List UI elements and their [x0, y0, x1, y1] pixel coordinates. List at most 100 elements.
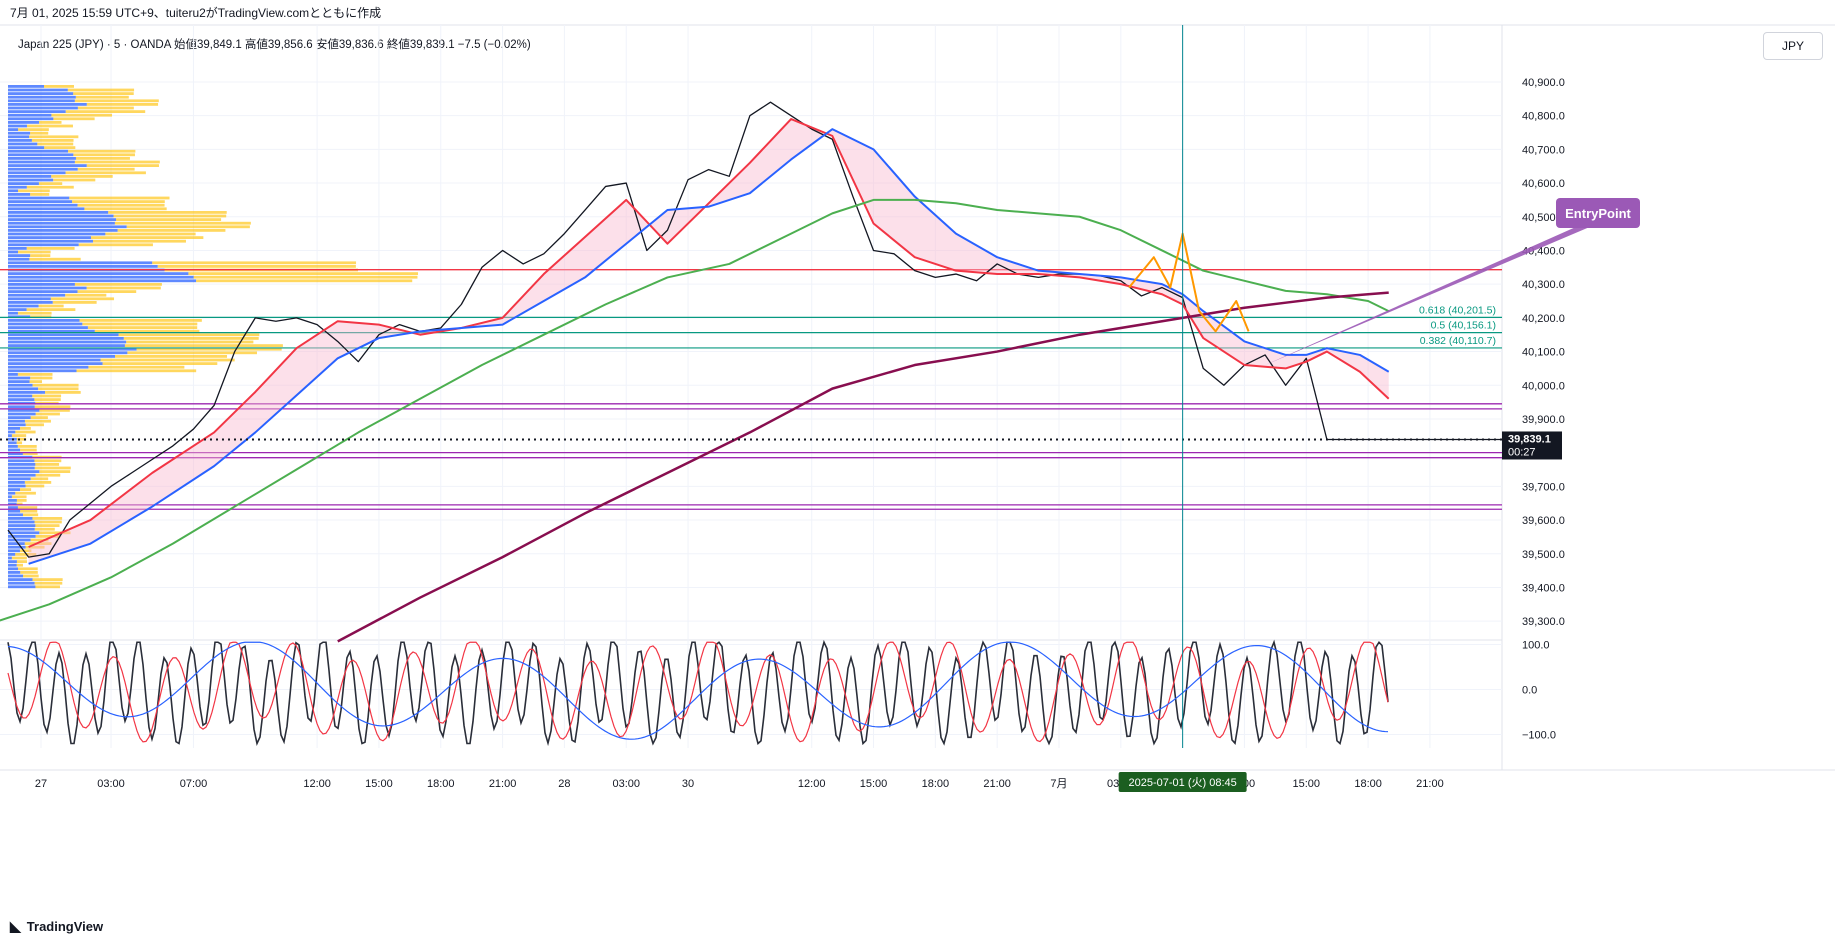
- volume-bar-sell: [30, 416, 48, 419]
- volume-bar-buy: [8, 279, 197, 283]
- time-tick-label: 30: [682, 778, 694, 790]
- volume-bar-buy: [8, 351, 128, 355]
- volume-bar-buy: [8, 535, 36, 538]
- volume-bar-sell: [152, 261, 357, 265]
- price-tick-label: 39,900.0: [1522, 414, 1565, 426]
- volume-bar-sell: [75, 157, 130, 160]
- volume-bar-buy: [8, 297, 51, 301]
- volume-bar-buy: [8, 513, 23, 517]
- volume-bar-sell: [78, 243, 153, 247]
- volume-bar-sell: [114, 221, 251, 225]
- volume-bar-buy: [8, 319, 80, 322]
- volume-bar-buy: [8, 293, 66, 297]
- symbol-info-line[interactable]: Japan 225 (JPY) · 5 · OANDA 始値39,849.1 高…: [18, 39, 531, 51]
- volume-bar-sell: [30, 131, 49, 135]
- volume-bar-buy: [8, 524, 36, 527]
- osc-fast-line: [7, 639, 1389, 747]
- volume-bar-sell: [50, 297, 115, 301]
- price-tick-label: 39,600.0: [1522, 515, 1565, 527]
- price-tick-label: 39,500.0: [1522, 549, 1565, 561]
- volume-bar-buy: [8, 304, 39, 308]
- oscillator-pane: 100.0 0.0 −100.0: [0, 639, 1556, 747]
- volume-bar-buy: [8, 128, 19, 131]
- volume-bar-buy: [8, 581, 35, 585]
- volume-bar-sell: [65, 171, 146, 175]
- fib-level-label: 0.5 (40,156.1): [1431, 320, 1496, 332]
- volume-bar-sell: [79, 319, 202, 322]
- volume-bar-buy: [8, 542, 25, 545]
- tradingview-brand[interactable]: ◣ TradingView: [10, 918, 103, 935]
- volume-bar-buy: [8, 95, 76, 99]
- last-price-badge: [1502, 431, 1562, 460]
- volume-bar-buy: [8, 463, 36, 466]
- volume-bar-buy: [8, 229, 118, 232]
- volume-bar-buy: [8, 110, 66, 113]
- volume-bar-buy: [8, 178, 54, 182]
- volume-bar-sell: [35, 463, 60, 466]
- volume-bar-buy: [8, 182, 39, 185]
- volume-bar-buy: [8, 329, 95, 333]
- volume-bar-sell: [87, 326, 198, 329]
- volume-bar-sell: [193, 275, 418, 279]
- volume-bar-sell: [113, 214, 227, 218]
- chart-caption: 7月 01, 2025 15:59 UTC+9、tuiteru2がTrading…: [10, 6, 382, 20]
- price-tick-label: 39,700.0: [1522, 481, 1565, 493]
- volume-bar-buy: [8, 131, 31, 135]
- volume-bar-sell: [16, 502, 23, 506]
- volume-bar-sell: [15, 430, 36, 434]
- volume-bar-sell: [31, 139, 74, 142]
- volume-bar-buy: [8, 247, 27, 250]
- volume-bar-buy: [8, 225, 127, 229]
- volume-bar-buy: [8, 445, 18, 448]
- volume-bar-sell: [51, 113, 113, 117]
- volume-bar-sell: [30, 477, 49, 481]
- volume-bar-buy: [8, 452, 23, 455]
- volume-bar-buy: [8, 509, 21, 513]
- volume-bar-sell: [26, 185, 74, 189]
- volume-bar-buy: [8, 85, 44, 88]
- horizontal-levels: 0.618 (40,201.5) 0.5 (40,156.1) 0.382 (40,…: [0, 269, 1502, 510]
- volume-bar-buy: [8, 265, 158, 268]
- volume-bar-sell: [77, 290, 137, 293]
- volume-bar-buy: [8, 146, 45, 149]
- volume-bar-sell: [51, 175, 113, 178]
- time-tick-label: 15:00: [860, 778, 888, 790]
- volume-bar-sell: [18, 128, 49, 131]
- volume-bar-buy: [8, 466, 35, 470]
- volume-bar-sell: [74, 99, 159, 103]
- tradingview-logo-icon: ◣: [10, 918, 21, 934]
- volume-bar-sell: [94, 329, 200, 333]
- volume-bar-buy: [8, 117, 54, 121]
- volume-bar-buy: [8, 416, 31, 419]
- harmonic-pattern-line: [1128, 232, 1250, 333]
- volume-bar-sell: [102, 362, 218, 365]
- long-ma-line: [0, 198, 1390, 622]
- time-tick-label: 7月: [1050, 778, 1067, 790]
- volume-bar-buy: [8, 135, 30, 139]
- currency-button[interactable]: JPY: [1763, 32, 1823, 60]
- volume-bar-sell: [18, 567, 38, 571]
- volume-bar-sell: [88, 365, 185, 369]
- volume-bar-buy: [8, 427, 21, 430]
- volume-bar-sell: [77, 106, 134, 110]
- volume-bar-sell: [38, 304, 64, 308]
- volume-bar-sell: [17, 506, 38, 509]
- price-tick-label: 40,100.0: [1522, 347, 1565, 359]
- volume-bar-buy: [8, 434, 12, 437]
- volume-bar-buy: [8, 236, 92, 239]
- volume-bar-sell: [65, 293, 107, 297]
- volume-bar-sell: [32, 383, 79, 387]
- volume-bar-sell: [16, 499, 27, 502]
- volume-bar-sell: [123, 337, 259, 340]
- price-tick-label: 39,300.0: [1522, 616, 1565, 628]
- grid-lines: [0, 24, 1835, 771]
- volume-bar-buy: [8, 355, 116, 358]
- volume-bar-buy: [8, 488, 21, 491]
- volume-bar-buy: [8, 567, 19, 571]
- volume-bar-sell: [22, 513, 39, 517]
- osc-tick-label: 100.0: [1522, 640, 1550, 652]
- volume-bar-buy: [8, 517, 33, 520]
- volume-bar-sell: [39, 470, 71, 473]
- volume-bar-buy: [8, 380, 30, 383]
